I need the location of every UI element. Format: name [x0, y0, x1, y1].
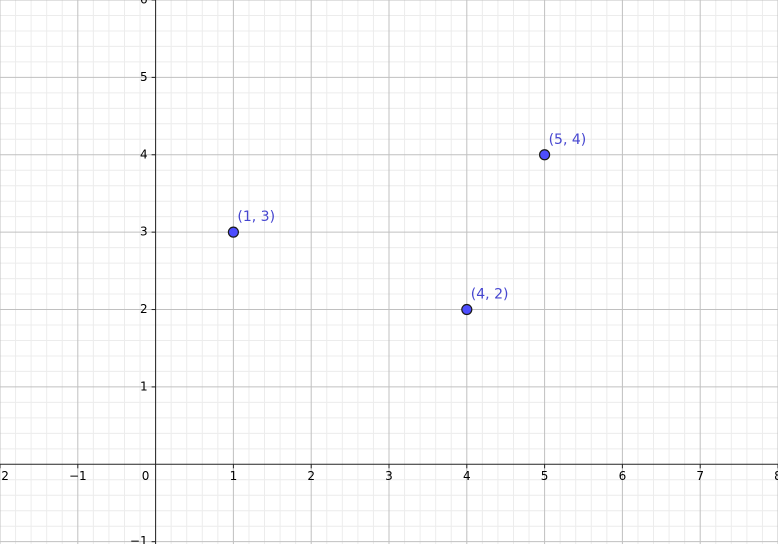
y-tick-label: 1: [140, 379, 148, 393]
x-tick-label: 0: [142, 469, 150, 483]
y-tick-label: 2: [140, 302, 148, 316]
point-label: (5, 4): [549, 132, 587, 148]
y-tick-label: 4: [140, 147, 148, 161]
point: [538, 149, 551, 161]
x-tick-label: 2: [307, 469, 315, 483]
x-tick-label: 5: [541, 469, 549, 483]
x-tick-label: −1: [69, 469, 87, 483]
x-tick-label: 6: [619, 469, 627, 483]
point-label: (1, 3): [237, 209, 275, 225]
x-tick-label: 3: [385, 469, 393, 483]
x-tick-label: 7: [696, 469, 704, 483]
point-label: (4, 2): [471, 287, 509, 303]
x-tick-label: 8: [774, 469, 778, 483]
x-tick-label: 4: [463, 469, 471, 483]
point: [461, 303, 473, 316]
y-tick-label: 5: [140, 70, 148, 84]
x-tick-label: 1: [230, 469, 238, 483]
point: [227, 226, 239, 238]
y-tick-label: 3: [140, 225, 148, 239]
y-tick-label: 6: [140, 0, 148, 7]
x-tick-label: −2: [0, 469, 9, 483]
y-tick-label: −1: [130, 534, 148, 544]
